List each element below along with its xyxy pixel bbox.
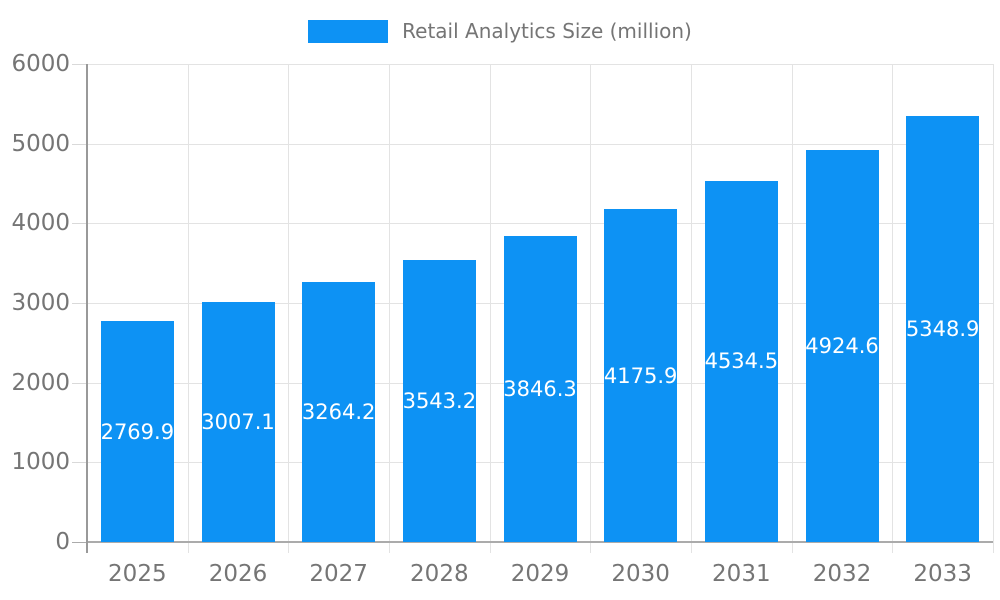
legend-item[interactable]: Retail Analytics Size (million) (0, 19, 1000, 43)
bar: 2769.9 (101, 321, 174, 542)
y-tick (72, 143, 87, 145)
x-axis-label: 2028 (410, 561, 469, 587)
bar: 4924.6 (805, 149, 879, 542)
legend-label: Retail Analytics Size (million) (402, 19, 692, 43)
legend-swatch (308, 19, 389, 43)
bar-value-label: 4534.5 (704, 349, 779, 374)
x-axis-label: 2026 (208, 561, 268, 587)
bar: 3846.3 (503, 235, 577, 542)
bar-value-label: 3846.3 (503, 376, 577, 401)
y-tick (72, 223, 87, 225)
v-gridline (288, 64, 290, 553)
h-gridline (87, 64, 993, 65)
x-axis-label: 2033 (913, 561, 972, 587)
v-gridline (993, 64, 994, 553)
v-gridline (389, 64, 390, 553)
bar: 4175.9 (604, 209, 677, 542)
bar-value-label: 3007.1 (201, 410, 275, 435)
x-axis-label: 2027 (309, 561, 368, 587)
y-tick (72, 64, 87, 65)
y-axis-label: 4000 (11, 210, 70, 237)
bar: 3264.2 (301, 281, 376, 542)
v-gridline (590, 64, 592, 553)
y-axis-label: 5000 (11, 130, 70, 157)
v-gridline (187, 64, 189, 553)
x-axis-label: 2029 (510, 561, 570, 587)
y-axis-label: 1000 (11, 449, 70, 476)
x-axis-label: 2025 (108, 561, 167, 587)
x-axis-label: 2032 (812, 561, 872, 587)
y-axis-label: 6000 (11, 51, 70, 77)
y-axis-label: 3000 (11, 290, 70, 316)
v-gridline (892, 64, 894, 553)
y-tick (72, 462, 87, 464)
y-axis-label: 2000 (11, 369, 70, 396)
x-axis-label: 2030 (611, 561, 670, 587)
bar: 5348.9 (905, 115, 980, 542)
y-tick (72, 542, 87, 543)
y-tick (72, 382, 87, 384)
bar: 4534.5 (704, 180, 779, 542)
bar-value-label: 4175.9 (603, 363, 678, 388)
y-tick (72, 303, 87, 304)
v-gridline (691, 64, 692, 553)
bar-value-label: 2769.9 (100, 419, 175, 444)
bar-value-label: 3543.2 (402, 388, 477, 413)
y-axis-line (86, 64, 88, 553)
x-axis-label: 2031 (712, 561, 771, 587)
bar-value-label: 4924.6 (805, 333, 879, 358)
y-axis-label: 0 (55, 529, 70, 555)
h-gridline (87, 143, 993, 145)
bar-value-label: 5348.9 (905, 316, 980, 341)
bar-value-label: 3264.2 (301, 399, 376, 424)
bar: 3543.2 (402, 259, 477, 542)
v-gridline (489, 64, 491, 553)
bar: 3007.1 (201, 302, 275, 542)
v-gridline (791, 64, 793, 553)
